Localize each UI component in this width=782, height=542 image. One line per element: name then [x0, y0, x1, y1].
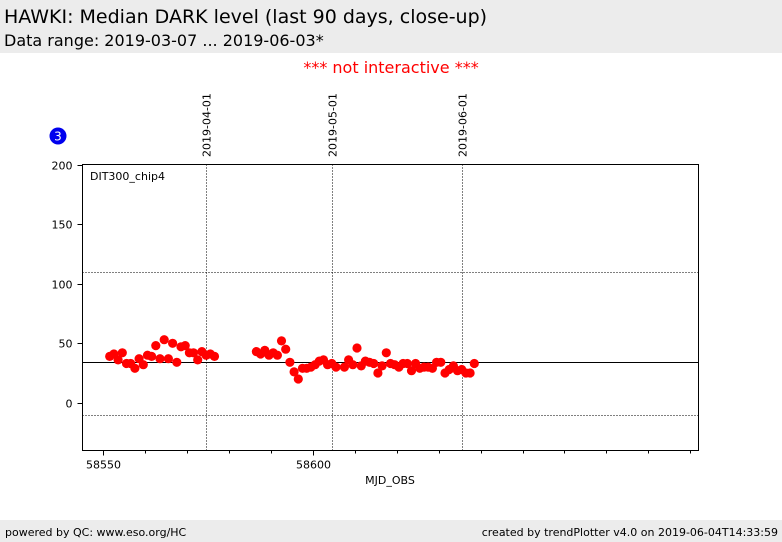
x-tick-label: 58550: [86, 459, 121, 472]
not-interactive-notice: *** not interactive ***: [303, 58, 479, 77]
page-title: HAWKI: Median DARK level (last 90 days, …: [4, 6, 488, 28]
y-tick-label: 50: [59, 338, 73, 351]
data-point: [377, 361, 387, 371]
data-point: [276, 336, 287, 346]
y-tick-label: 200: [52, 160, 73, 173]
data-point: [113, 355, 123, 365]
data-point: [289, 367, 299, 377]
data-point: [130, 363, 140, 373]
data-points: [105, 335, 479, 384]
data-point: [402, 358, 412, 369]
data-point: [406, 366, 417, 376]
data-point: [188, 348, 199, 358]
data-point: [293, 374, 303, 384]
footer-created-by: created by trendPlotter v4.0 on 2019-06-…: [481, 526, 778, 539]
date-marker-label: 2019-05-01: [327, 93, 340, 157]
data-point: [272, 350, 282, 360]
data-point: [331, 362, 341, 372]
badge-circle: [49, 127, 67, 145]
y-tick-label: 100: [52, 279, 73, 292]
data-point: [193, 355, 203, 365]
data-point: [147, 351, 157, 361]
y-tick-label: 0: [66, 398, 73, 411]
data-point: [172, 357, 182, 367]
panel-label: DIT300_chip4: [90, 170, 165, 183]
footer-powered-by: powered by QC: www.eso.org/HC: [5, 526, 187, 539]
data-point: [159, 335, 169, 345]
x-axis-label: MJD_OBS: [365, 474, 415, 487]
data-point: [155, 354, 165, 364]
badge-number: 3: [54, 130, 62, 144]
x-tick-label: 58600: [296, 459, 331, 472]
axes: 0 50 100 150 200 58550 58600: [52, 160, 691, 472]
data-point: [117, 348, 127, 358]
data-point: [138, 360, 148, 370]
data-point: [465, 368, 475, 378]
date-markers: 2019-04-01 2019-05-01 2019-06-01: [201, 93, 470, 451]
data-point: [373, 368, 383, 378]
data-point: [339, 362, 349, 372]
date-marker-label: 2019-04-01: [201, 93, 214, 157]
data-point: [281, 344, 291, 354]
data-point: [369, 358, 379, 369]
data-point: [163, 354, 173, 364]
data-point: [436, 357, 446, 367]
data-point: [151, 341, 161, 351]
data-point: [209, 351, 220, 361]
plot-number-badge: 3: [49, 127, 67, 145]
data-point: [469, 358, 479, 369]
data-point: [352, 343, 362, 353]
data-point: [348, 360, 358, 370]
data-point: [180, 341, 190, 351]
y-tick-label: 150: [52, 219, 73, 232]
header-bar: HAWKI: Median DARK level (last 90 days, …: [0, 0, 782, 53]
data-point: [381, 348, 391, 358]
footer-bar: powered by QC: www.eso.org/HC created by…: [0, 520, 782, 542]
data-point: [285, 357, 295, 367]
data-point: [168, 338, 178, 348]
plot-frame: [82, 164, 699, 451]
data-range-subtitle: Data range: 2019-03-07 ... 2019-06-03*: [4, 31, 324, 50]
date-marker-label: 2019-06-01: [457, 93, 470, 157]
